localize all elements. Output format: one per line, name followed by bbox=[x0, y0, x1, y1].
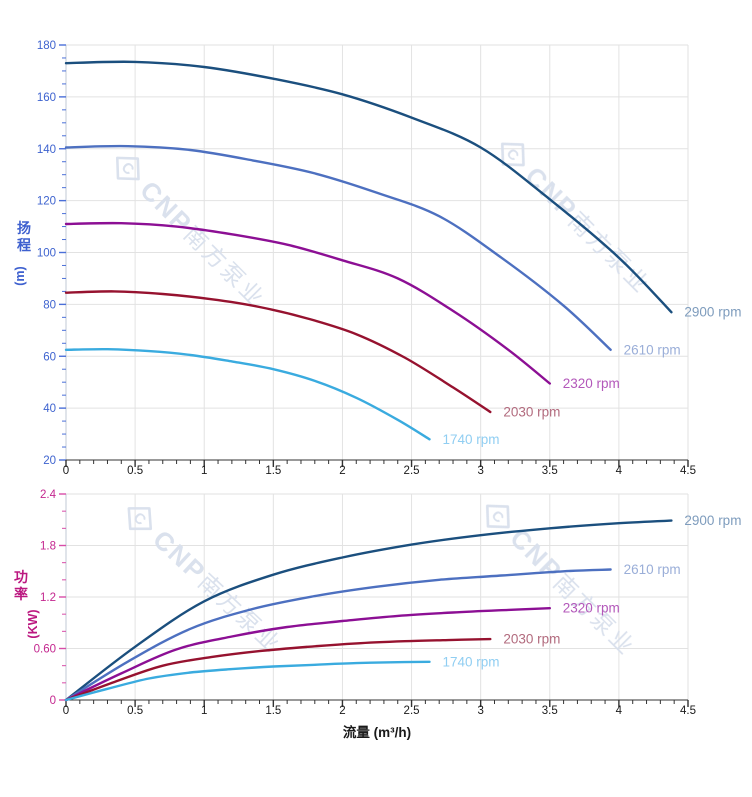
head-curve-2030rpm bbox=[64, 290, 492, 414]
x-tick-label: 4.5 bbox=[680, 465, 696, 477]
y-tick-label: 2.4 bbox=[40, 489, 57, 501]
y-tick-label: 180 bbox=[37, 40, 56, 52]
y-axis-title-unit: (KW) bbox=[26, 609, 40, 638]
flow-axis-title: 流量 (m³/h) bbox=[343, 724, 411, 740]
gridlines bbox=[66, 493, 689, 700]
x-tick-label: 3.5 bbox=[542, 465, 558, 477]
head-curve-2320rpm bbox=[64, 221, 551, 385]
x-tick-label: 1.5 bbox=[265, 705, 281, 717]
y-axis: 0 0.60 1.2 1.8 2.4 bbox=[34, 489, 66, 707]
power-curve-2030rpm bbox=[64, 637, 492, 702]
x-tick-label: 2 bbox=[339, 705, 345, 717]
x-tick-label: 4 bbox=[616, 705, 623, 717]
x-tick-label: 2 bbox=[339, 465, 345, 477]
y-tick-label: 40 bbox=[43, 403, 56, 415]
watermark-logo-icon bbox=[485, 504, 510, 529]
power-chart: 0 0.60 1.2 1.8 2.4 0 0.5 1 1.5 2 2.5 3 3.5 4 4.5 功率 (KW) bbox=[14, 489, 696, 717]
watermark-logo-icon bbox=[500, 142, 525, 167]
x-tick-label: 4 bbox=[616, 465, 623, 477]
x-tick-label: 3 bbox=[477, 705, 483, 717]
watermark-logo-icon bbox=[127, 507, 153, 531]
y-axis: 20 40 60 80 100 120 140 160 180 bbox=[37, 40, 66, 467]
y-tick-label: 140 bbox=[37, 144, 56, 156]
rpm-label-1740: 1740 rpm bbox=[443, 654, 500, 669]
y-axis-title-char: 功 bbox=[14, 569, 28, 585]
y-axis-title-unit: (m) bbox=[13, 266, 27, 285]
y-axis-title-char: 率 bbox=[14, 586, 28, 602]
rpm-label-2030: 2030 rpm bbox=[503, 632, 560, 647]
y-tick-label: 1.8 bbox=[40, 541, 56, 553]
rpm-label-2610: 2610 rpm bbox=[624, 562, 681, 577]
power-curve-2320rpm bbox=[64, 607, 551, 702]
head-curve-2610rpm bbox=[64, 144, 612, 351]
head-curve-2900rpm bbox=[64, 60, 673, 314]
x-tick-label: 3 bbox=[477, 465, 483, 477]
rpm-label-2900: 2900 rpm bbox=[684, 305, 741, 320]
rpm-label-1740: 1740 rpm bbox=[443, 432, 500, 447]
x-tick-label: 1.5 bbox=[265, 465, 281, 477]
y-tick-label: 1.2 bbox=[40, 592, 56, 604]
rpm-label-2320: 2320 rpm bbox=[563, 601, 620, 616]
x-tick-label: 2.5 bbox=[404, 705, 420, 717]
watermark-logo-icon bbox=[115, 156, 140, 181]
x-tick-label: 0.5 bbox=[127, 705, 143, 717]
y-tick-label: 120 bbox=[37, 196, 56, 208]
rpm-label-2030: 2030 rpm bbox=[503, 405, 560, 420]
y-axis-title-char: 扬 bbox=[17, 220, 31, 236]
y-tick-label: 0.60 bbox=[34, 644, 56, 656]
x-tick-label: 3.5 bbox=[542, 705, 558, 717]
y-tick-label: 100 bbox=[37, 248, 56, 260]
rpm-label-2900: 2900 rpm bbox=[684, 513, 741, 528]
y-axis-title-char: 程 bbox=[17, 237, 31, 253]
x-axis: 0 0.5 1 1.5 2 2.5 3 3.5 4 4.5 bbox=[63, 700, 696, 717]
power-curve-2900rpm bbox=[64, 519, 673, 702]
x-tick-label: 0.5 bbox=[127, 465, 143, 477]
power-axis-title: 功率 (KW) bbox=[14, 569, 40, 639]
power-curve-1740rpm bbox=[64, 660, 431, 702]
power-curve-2610rpm bbox=[64, 568, 612, 702]
x-tick-label: 1 bbox=[201, 465, 207, 477]
y-tick-label: 60 bbox=[43, 351, 56, 363]
y-tick-label: 0 bbox=[50, 695, 56, 707]
rpm-label-2320: 2320 rpm bbox=[563, 376, 620, 391]
x-tick-label: 4.5 bbox=[680, 705, 696, 717]
rpm-label-2610: 2610 rpm bbox=[624, 342, 681, 357]
x-tick-label: 0 bbox=[63, 705, 69, 717]
x-tick-label: 0 bbox=[63, 465, 69, 477]
head-axis-title: 扬程 (m) bbox=[13, 220, 31, 286]
y-tick-label: 160 bbox=[37, 92, 56, 104]
x-tick-label: 1 bbox=[201, 705, 207, 717]
y-tick-label: 20 bbox=[43, 455, 56, 467]
x-axis: 0 0.5 1 1.5 2 2.5 3 3.5 4 4.5 bbox=[63, 460, 696, 477]
head-curve-1740rpm bbox=[64, 347, 431, 441]
y-tick-label: 80 bbox=[43, 299, 56, 311]
x-tick-label: 2.5 bbox=[404, 465, 420, 477]
